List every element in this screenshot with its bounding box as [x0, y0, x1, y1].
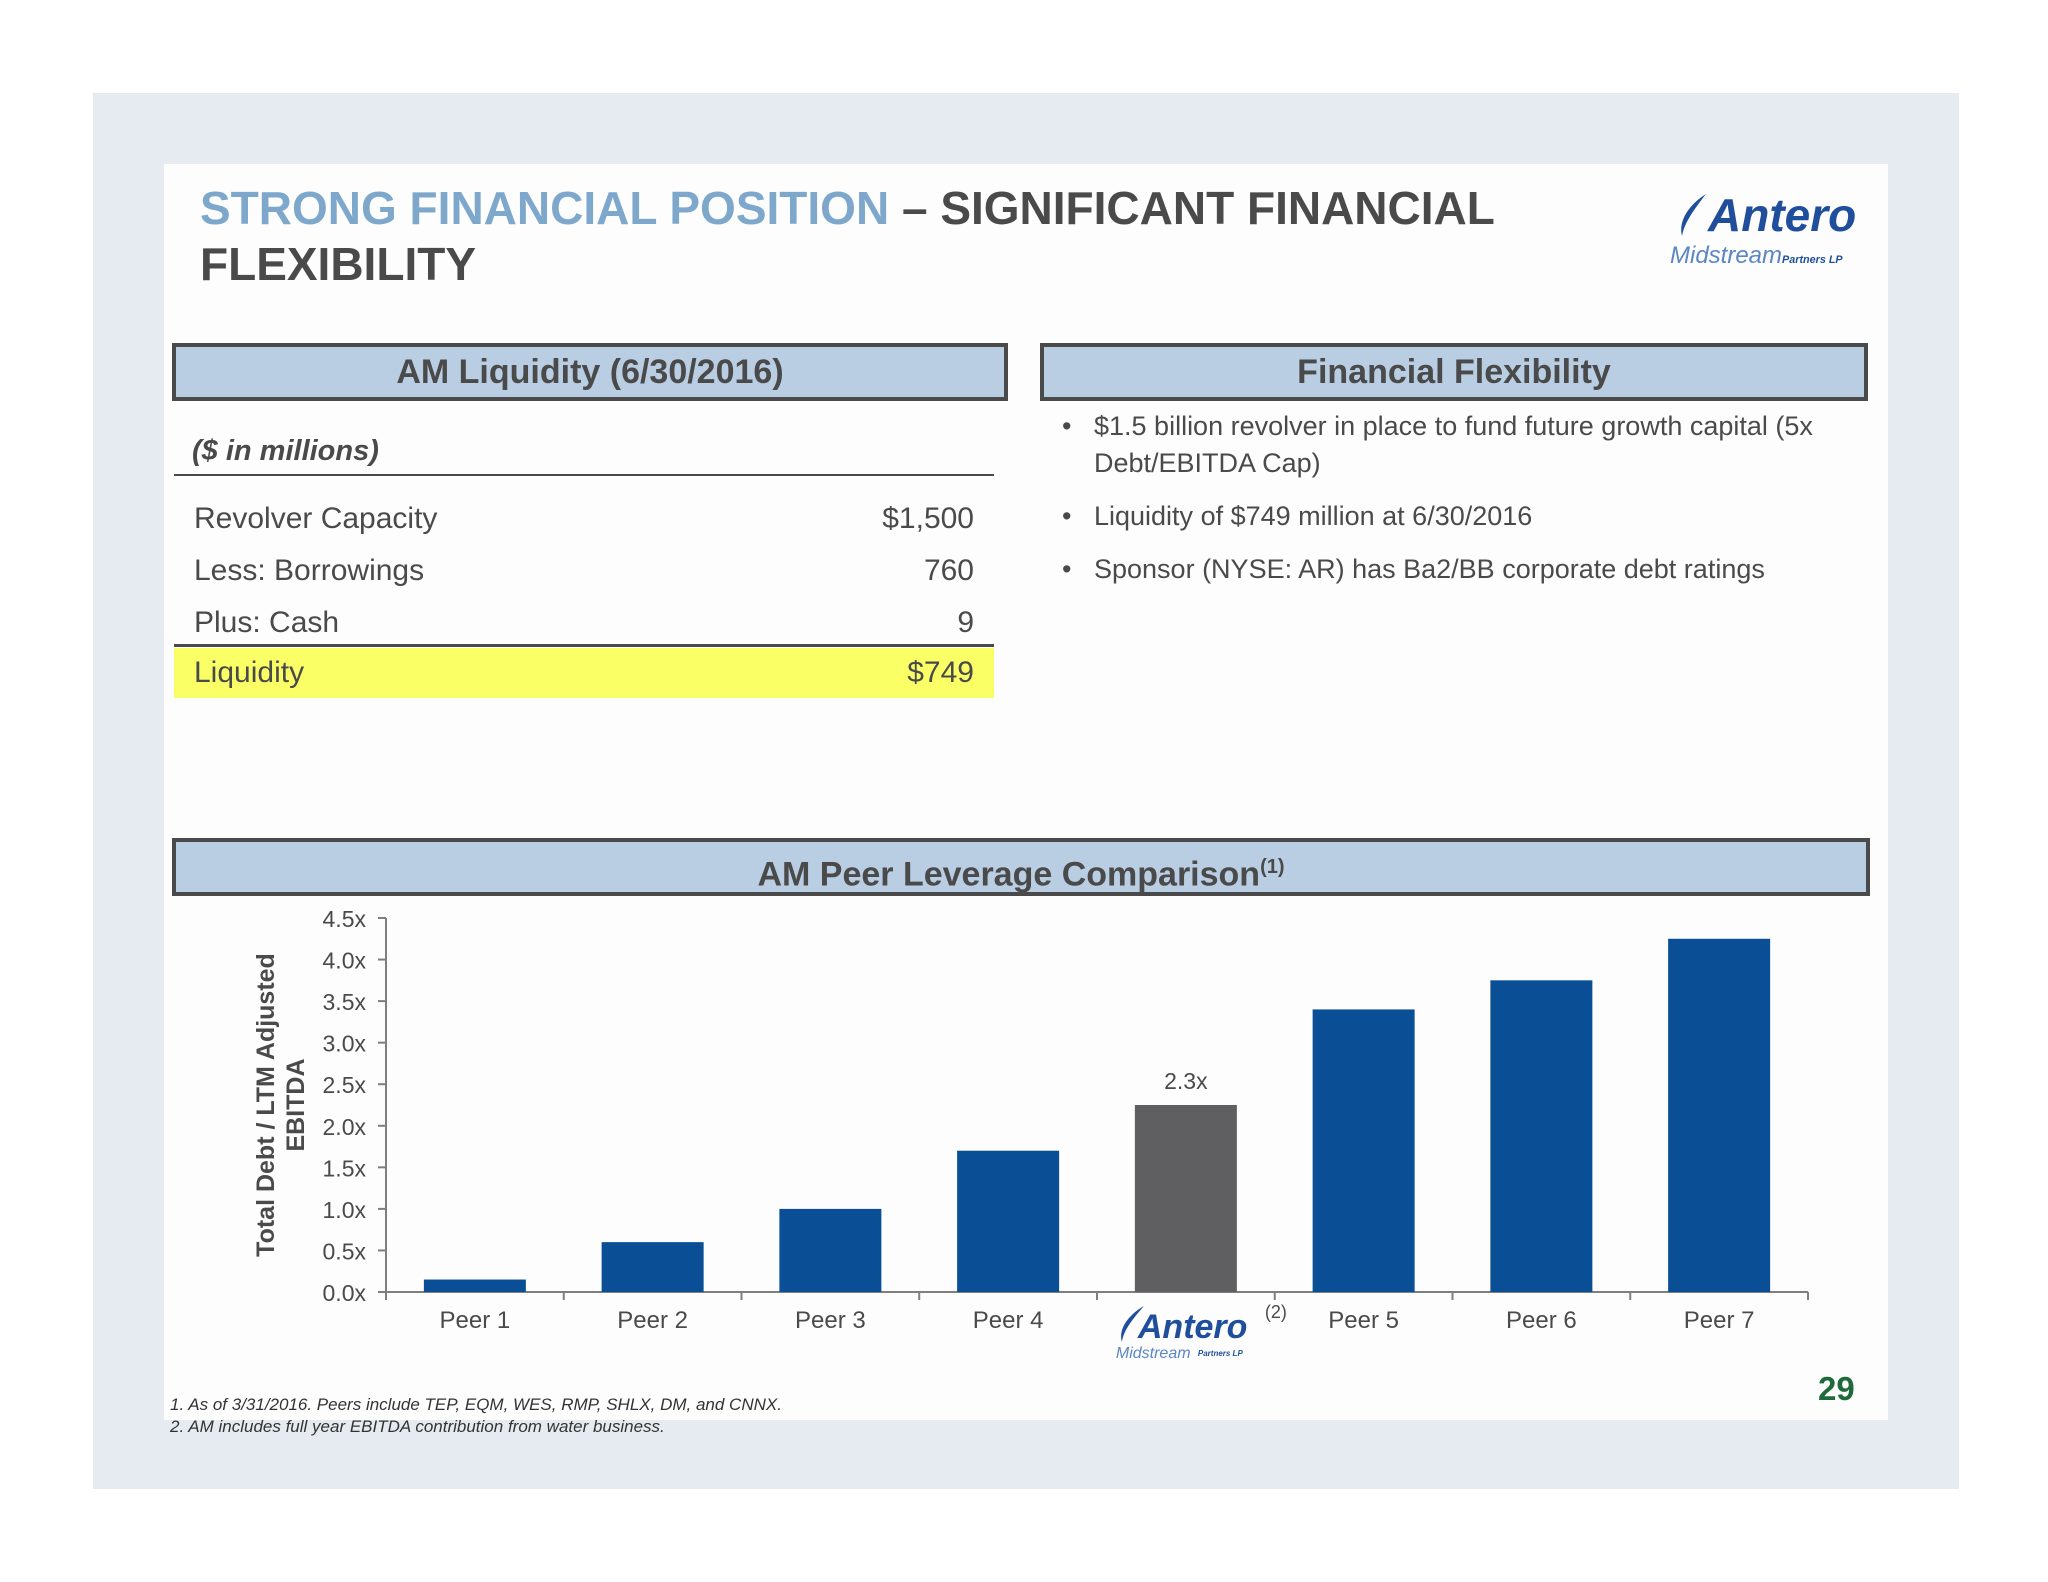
- footnotes: 1. As of 3/31/2016. Peers include TEP, E…: [170, 1394, 782, 1438]
- bullet-text: $1.5 billion revolver in place to fund f…: [1094, 411, 1813, 478]
- antero-bar: [1134, 1105, 1237, 1292]
- y-axis-label-line: EBITDA: [282, 1058, 310, 1151]
- x-tick-label: Peer 7: [1684, 1307, 1755, 1334]
- flexibility-header-label: Financial Flexibility: [1297, 353, 1611, 391]
- logo-subtitle: MidstreamPartners LP: [1670, 242, 1843, 270]
- total-value: $749: [907, 656, 974, 689]
- liquidity-header: AM Liquidity (6/30/2016): [172, 343, 1008, 401]
- peer-header: AM Peer Leverage Comparison(1): [172, 838, 1870, 896]
- data-label: 2.3x: [1164, 1068, 1208, 1094]
- footnote-marker: (2): [1265, 1302, 1287, 1322]
- peer-header-sup: (1): [1260, 856, 1285, 878]
- bar: [779, 1208, 882, 1292]
- x-tick-label: Peer 1: [440, 1307, 511, 1334]
- flexibility-bullets: • $1.5 billion revolver in place to fund …: [1058, 408, 1818, 604]
- bar: [1668, 938, 1771, 1292]
- units-label: ($ in millions): [192, 435, 379, 467]
- row-label: Revolver Capacity: [194, 502, 438, 535]
- page-title: STRONG FINANCIAL POSITION – SIGNIFICANT …: [200, 180, 1600, 292]
- table-top-rule: [174, 474, 994, 476]
- y-tick-label: 4.0x: [323, 948, 367, 974]
- page-number: 29: [1818, 1370, 1855, 1407]
- y-tick-label: 3.0x: [323, 1031, 367, 1057]
- footnote: 1. As of 3/31/2016. Peers include TEP, E…: [170, 1395, 782, 1414]
- bullet-icon: •: [1062, 554, 1072, 584]
- y-axis-label-line: Total Debt / LTM Adjusted: [252, 953, 280, 1257]
- logo-sub-name: Midstream: [1670, 242, 1783, 269]
- y-tick-label: 2.0x: [323, 1114, 367, 1140]
- peer-header-label: AM Peer Leverage Comparison: [757, 855, 1261, 894]
- logo-name: Antero: [1708, 189, 1857, 241]
- row-value: 760: [923, 554, 974, 587]
- table-row: Less: Borrowings 760: [174, 546, 994, 596]
- bullet-text: Liquidity of $749 million at 6/30/2016: [1094, 501, 1533, 531]
- title-rest: – SIGNIFICANT FINANCIAL FLEXIBILITY: [200, 182, 1494, 290]
- total-label: Liquidity: [194, 656, 305, 689]
- antero-logo-suffix: Partners LP: [1198, 1349, 1244, 1358]
- row-value: $1,500: [882, 502, 974, 535]
- bar: [601, 1242, 704, 1292]
- y-tick-label: 4.5x: [323, 906, 367, 932]
- bullet-text: Sponsor (NYSE: AR) has Ba2/BB corporate …: [1094, 554, 1765, 584]
- list-item: • Sponsor (NYSE: AR) has Ba2/BB corporate…: [1058, 551, 1818, 588]
- y-axis-label: Total Debt / LTM AdjustedEBITDA: [252, 953, 310, 1257]
- list-item: • $1.5 billion revolver in place to fund …: [1058, 408, 1818, 482]
- x-tick-label: Peer 2: [617, 1307, 688, 1334]
- row-label: Less: Borrowings: [194, 554, 425, 587]
- y-tick-label: 0.0x: [323, 1280, 367, 1306]
- liquidity-total-row: Liquidity $749: [174, 648, 994, 698]
- x-tick-label: Peer 3: [795, 1307, 866, 1334]
- y-tick-label: 0.5x: [323, 1238, 367, 1264]
- table-row: Plus: Cash 9: [174, 598, 994, 648]
- antero-logo-subtitle: Midstream: [1116, 1345, 1191, 1362]
- x-tick-label: Peer 4: [973, 1307, 1044, 1334]
- y-tick-label: 3.5x: [323, 989, 367, 1015]
- flame-icon: [1681, 194, 1706, 236]
- footnote: 2. AM includes full year EBITDA contribu…: [170, 1417, 665, 1436]
- y-tick-label: 1.0x: [323, 1197, 367, 1223]
- flame-icon: [1121, 1306, 1144, 1342]
- title-highlight: STRONG FINANCIAL POSITION: [200, 182, 890, 234]
- y-tick-label: 1.5x: [323, 1155, 367, 1181]
- list-item: • Liquidity of $749 million at 6/30/2016: [1058, 498, 1818, 535]
- logo-sub-suffix: Partners LP: [1782, 254, 1843, 266]
- bar: [957, 1150, 1060, 1292]
- bar: [1490, 980, 1593, 1292]
- bullet-icon: •: [1062, 411, 1072, 441]
- table-row: Revolver Capacity $1,500: [174, 494, 994, 544]
- bar: [1312, 1009, 1415, 1292]
- row-label: Plus: Cash: [194, 606, 340, 639]
- row-value: 9: [957, 606, 974, 639]
- y-tick-label: 2.5x: [323, 1072, 367, 1098]
- liquidity-header-label: AM Liquidity (6/30/2016): [396, 353, 784, 391]
- x-tick-label: Antero: [1137, 1308, 1248, 1346]
- total-rule: [174, 644, 994, 647]
- bar: [423, 1279, 526, 1292]
- bullet-icon: •: [1062, 501, 1072, 531]
- x-tick-label: Peer 5: [1328, 1307, 1399, 1334]
- x-tick-label: Peer 6: [1506, 1307, 1577, 1334]
- flexibility-header: Financial Flexibility: [1040, 343, 1868, 401]
